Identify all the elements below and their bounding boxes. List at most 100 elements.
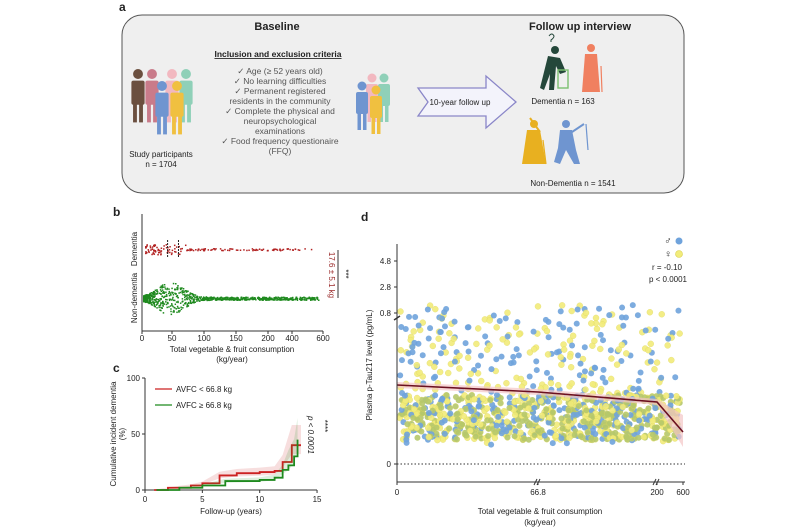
point-non-dementia (147, 294, 149, 296)
point-non-dementia (200, 296, 202, 298)
point-non-dementia (150, 303, 153, 306)
point-non-dementia (183, 293, 186, 296)
point-male (415, 322, 422, 329)
point-non-dementia (144, 296, 146, 299)
person-leg (367, 104, 371, 122)
point-non-dementia (149, 292, 151, 295)
point-non-dementia (301, 298, 304, 301)
point-dementia (243, 249, 245, 251)
point-male (556, 321, 563, 328)
criteria-item: ✓ Food frequency questionaire (221, 136, 338, 146)
point-non-dementia (184, 296, 186, 299)
point-female (413, 361, 421, 369)
point-dementia (273, 249, 275, 252)
point-non-dementia (183, 291, 186, 293)
point-non-dementia (179, 288, 182, 291)
point-non-dementia (152, 300, 154, 303)
point-female (558, 302, 566, 309)
criteria-list: ✓ Age (≥ 52 years old)✓ No learning diff… (221, 66, 338, 156)
point-non-dementia (161, 295, 163, 298)
point-non-dementia (188, 302, 190, 305)
point-non-dementia (211, 296, 213, 299)
point-non-dementia (167, 292, 170, 295)
point-non-dementia (166, 306, 168, 309)
point-non-dementia (184, 298, 186, 301)
point-female (497, 399, 504, 407)
point-dementia (153, 250, 155, 252)
point-non-dementia (175, 295, 178, 298)
point-non-dementia (153, 296, 155, 299)
point-dementia (154, 250, 157, 252)
point-dementia (145, 251, 147, 253)
point-female (635, 410, 643, 418)
point-female (504, 309, 511, 316)
point-male (560, 324, 567, 331)
point-non-dementia (225, 296, 227, 299)
point-non-dementia (247, 296, 249, 299)
point-non-dementia (149, 299, 151, 301)
x-axis-label-d: Total vegetable & fruit consumption (478, 507, 603, 516)
point-dementia (146, 245, 148, 247)
point-dementia (163, 245, 165, 247)
point-non-dementia (192, 301, 194, 303)
point-male (438, 315, 445, 322)
point-male (488, 441, 495, 448)
point-non-dementia (196, 297, 198, 299)
point-female (582, 309, 590, 317)
point-female (664, 342, 671, 349)
point-female (416, 369, 423, 376)
point-female (439, 436, 447, 443)
participants-icon (131, 69, 193, 135)
criteria-item: neuropsychological (244, 116, 317, 126)
point-non-dementia (216, 296, 219, 299)
point-male (627, 412, 634, 419)
point-dementia (251, 248, 254, 250)
point-non-dementia (228, 297, 231, 300)
point-male (558, 435, 565, 442)
point-non-dementia (184, 295, 187, 297)
x-axis-label-b: Total vegetable & fruit consumption (170, 345, 295, 354)
point-female (467, 370, 474, 378)
point-dementia (145, 252, 147, 255)
point-non-dementia (153, 301, 156, 304)
point-non-dementia (217, 298, 219, 300)
point-non-dementia (156, 289, 158, 291)
point-non-dementia (146, 295, 148, 298)
point-dementia (267, 249, 269, 252)
point-non-dementia (194, 294, 197, 296)
point-female (568, 307, 575, 315)
point-dementia (157, 253, 159, 256)
point-female (458, 421, 466, 428)
point-male (581, 368, 588, 375)
point-non-dementia (252, 296, 254, 299)
x-tick-label: 400 (285, 334, 299, 343)
point-male (412, 313, 419, 320)
point-female (662, 392, 670, 399)
point-non-dementia (162, 304, 164, 306)
point-non-dementia (144, 294, 146, 297)
point-male (602, 379, 609, 386)
point-non-dementia (174, 292, 176, 295)
point-male (447, 410, 454, 417)
point-non-dementia (162, 312, 165, 314)
legend-label-low: AVFC < 66.8 kg (176, 385, 232, 394)
point-dementia (186, 249, 188, 252)
point-non-dementia (161, 287, 163, 289)
point-dementia (147, 249, 150, 251)
point-female (568, 380, 575, 387)
point-dementia (298, 249, 301, 252)
point-non-dementia (191, 296, 194, 299)
point-female (622, 411, 630, 418)
point-dementia (165, 244, 168, 246)
point-non-dementia (166, 301, 169, 304)
point-non-dementia (275, 299, 277, 301)
point-dementia (272, 248, 275, 251)
point-female (607, 375, 615, 383)
point-male (470, 417, 477, 424)
point-male (581, 344, 588, 351)
point-dementia (197, 249, 199, 252)
point-non-dementia (313, 298, 316, 300)
point-non-dementia (143, 298, 145, 301)
point-male (410, 415, 417, 422)
point-non-dementia (187, 297, 189, 299)
